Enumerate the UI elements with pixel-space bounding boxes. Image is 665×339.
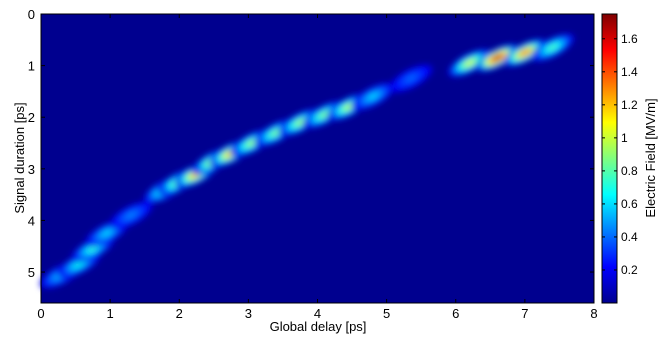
field-feature-16 bbox=[389, 64, 433, 93]
y-tick-label: 2 bbox=[28, 110, 35, 125]
x-tick-label: 6 bbox=[452, 306, 459, 321]
y-axis-label: Signal duration [ps] bbox=[12, 102, 27, 213]
colorbar-tick-label: 0.2 bbox=[621, 263, 638, 277]
y-tick-label: 0 bbox=[28, 7, 35, 22]
y-tick-label: 5 bbox=[28, 265, 35, 280]
colorbar-tick-label: 0.4 bbox=[621, 230, 638, 244]
field-feature-15 bbox=[351, 82, 395, 111]
colorbar-ticks: 0.2 0.4 0.6 0.8 1 1.2 1.4 1.6 bbox=[602, 32, 638, 277]
x-tick-label: 2 bbox=[176, 306, 183, 321]
x-axis: 0 1 2 3 4 5 6 7 8 bbox=[37, 14, 598, 321]
x-tick-label: 4 bbox=[314, 306, 321, 321]
y-tick-label: 1 bbox=[28, 59, 35, 74]
colorbar-label: Electric Field [MV/m] bbox=[643, 98, 658, 217]
colorbar bbox=[601, 13, 618, 304]
x-tick-label: 0 bbox=[37, 306, 44, 321]
x-tick-label: 3 bbox=[245, 306, 252, 321]
x-tick-label: 5 bbox=[383, 306, 390, 321]
y-tick-label: 3 bbox=[28, 162, 35, 177]
x-tick-label: 7 bbox=[521, 306, 528, 321]
field-feature-19 bbox=[503, 38, 547, 67]
x-tick-label: 8 bbox=[590, 306, 597, 321]
field-feature-20 bbox=[530, 33, 575, 62]
colorbar-tick-label: 0.8 bbox=[621, 164, 638, 178]
x-tick-label: 1 bbox=[107, 306, 114, 321]
colorbar-tick-label: 1 bbox=[621, 131, 628, 145]
colorbar-tick-label: 1.6 bbox=[621, 32, 638, 46]
x-axis-label: Global delay [ps] bbox=[270, 319, 367, 334]
y-axis: 0 1 2 3 4 5 bbox=[28, 7, 594, 280]
colorbar-tick-label: 1.2 bbox=[621, 98, 638, 112]
field-distribution bbox=[40, 33, 575, 289]
y-tick-label: 4 bbox=[28, 213, 35, 228]
field-feature-17 bbox=[447, 49, 492, 77]
colorbar-tick-label: 1.4 bbox=[621, 65, 638, 79]
field-feature-4 bbox=[109, 201, 153, 230]
field-feature-18 bbox=[475, 44, 519, 72]
colorbar-tick-label: 0.6 bbox=[621, 197, 638, 211]
